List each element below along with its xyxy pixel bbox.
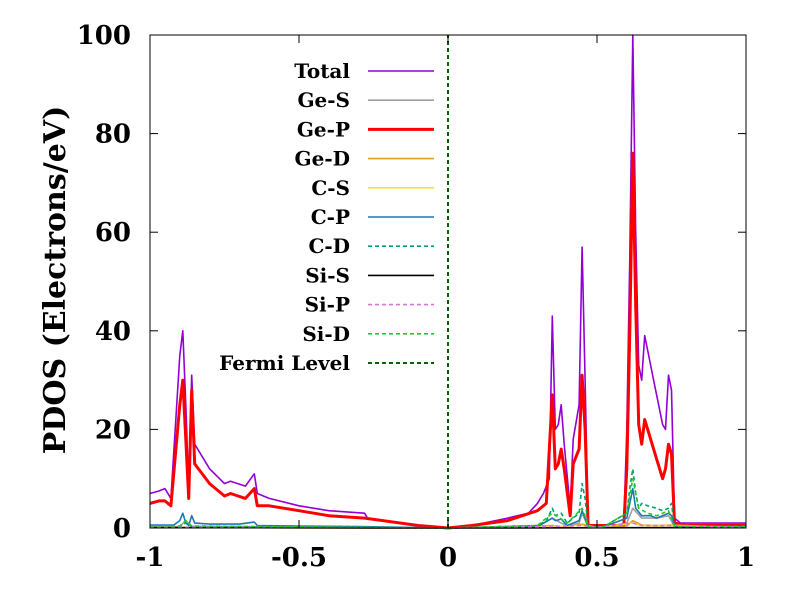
- legend-label: Si-S: [305, 263, 350, 287]
- series-line-total: [149, 34, 746, 529]
- legend-entry-c-s: C-S: [311, 176, 434, 200]
- legend-entry-total: Total: [294, 59, 434, 83]
- series-line-c-d: [150, 467, 746, 529]
- x-tick-label: 1: [737, 543, 755, 573]
- legend: Total Ge-S Ge-P Ge-D C-S C-P C-D Si-S Si-P Si-D Fe…: [219, 59, 434, 375]
- y-tick-label: 40: [95, 317, 131, 347]
- legend-entry-ge-p: Ge-P: [297, 117, 434, 141]
- y-tick-label: 100: [77, 21, 131, 51]
- legend-label: C-P: [311, 205, 350, 229]
- legend-entry-fermi-level: Fermi Level: [219, 351, 434, 375]
- series-line-si-d: [150, 477, 746, 529]
- legend-entry-si-p: Si-P: [305, 293, 434, 317]
- x-axis: -1 -0.5 0 0.5 1: [136, 35, 755, 573]
- y-axis-title: PDOS (Electrons/eV): [38, 106, 73, 455]
- legend-label: Ge-S: [297, 88, 350, 112]
- legend-entry-ge-s: Ge-S: [297, 88, 434, 112]
- legend-entry-si-s: Si-S: [305, 263, 434, 287]
- x-tick-label: -1: [136, 543, 165, 573]
- legend-label: Si-P: [305, 293, 350, 317]
- legend-entry-c-d: C-D: [308, 234, 434, 258]
- legend-label: Fermi Level: [219, 351, 350, 375]
- legend-entry-si-d: Si-D: [302, 322, 434, 346]
- legend-label: Ge-P: [297, 117, 350, 141]
- legend-label: Si-D: [302, 322, 350, 346]
- x-tick-label: 0.5: [574, 543, 619, 573]
- series-line-c-p: [150, 487, 746, 529]
- y-axis: 0 20 40 60 80 100: [77, 21, 746, 544]
- y-tick-label: 60: [95, 218, 131, 248]
- x-tick-label: -0.5: [271, 543, 327, 573]
- y-tick-label: 0: [113, 514, 131, 544]
- legend-label: Total: [294, 59, 350, 83]
- legend-entry-c-p: C-P: [311, 205, 434, 229]
- x-tick-label: 0: [439, 543, 457, 573]
- legend-label: Ge-D: [295, 147, 350, 171]
- legend-label: C-S: [311, 176, 350, 200]
- series-line-ge-p: [149, 151, 746, 530]
- legend-entry-ge-d: Ge-D: [295, 147, 434, 171]
- legend-label: C-D: [308, 234, 350, 258]
- y-tick-label: 80: [95, 120, 131, 150]
- y-tick-label: 20: [95, 415, 131, 445]
